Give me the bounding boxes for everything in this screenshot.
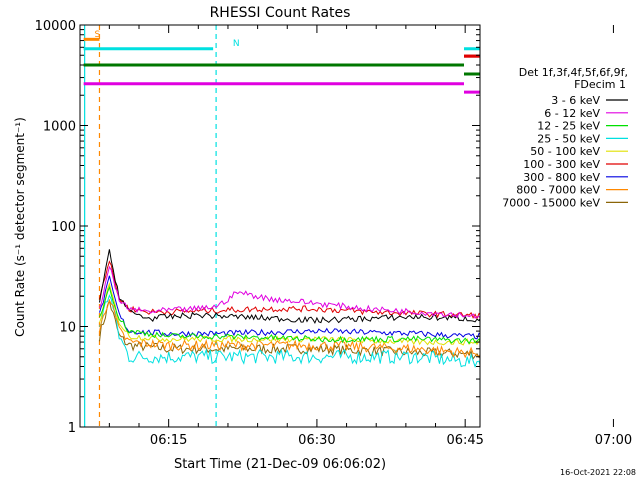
plot-area: SNFRD0RD4A0A1 [83,25,480,427]
plot-clip-group [83,25,480,427]
series-line-2 [99,285,480,345]
legend-label-3: 25 - 50 keV [537,132,600,145]
y-tick-label-1: 10 [59,321,76,336]
series-line-1 [99,265,480,319]
legend-header-1: FDecim 1 [574,78,626,91]
y-tick-label-3: 1000 [43,120,76,135]
series-line-7 [99,298,480,359]
footer-timestamp: 16-Oct-2021 22:08 [560,468,636,477]
legend-label-6: 300 - 800 keV [523,171,600,184]
y-axis-label: Count Rate (s⁻¹ detector segment⁻¹) [13,117,27,337]
legend-label-0: 3 - 6 keV [551,94,600,107]
legend-label-5: 100 - 300 keV [523,158,600,171]
legend-label-4: 50 - 100 keV [530,145,600,158]
plot-frame [79,24,481,428]
flag-label-1: N [233,39,240,49]
x-tick-label-2: 06:45 [446,433,483,448]
legend: Det 1f,3f,4f,5f,6f,9f,FDecim 1 3 - 6 keV6… [502,66,628,209]
x-axis-label: Start Time (21-Dec-09 06:06:02) [174,457,386,472]
legend-label-8: 7000 - 15000 keV [502,196,600,209]
legend-label-7: 800 - 7000 keV [516,184,600,197]
x-tick-label-0: 06:15 [150,433,187,448]
series-line-0 [99,249,480,325]
x-tick-label-1: 06:30 [298,433,335,448]
series-line-8 [99,298,480,360]
legend-label-2: 12 - 25 keV [537,120,600,133]
axes: 06:1506:3006:4507:0007:1507:3007:4511010… [35,19,633,448]
series-line-3 [99,294,480,369]
series-line-6 [99,275,480,340]
series-line-5 [99,260,480,320]
legend-label-1: 6 - 12 keV [544,107,600,120]
legend-header-0: Det 1f,3f,4f,5f,6f,9f, [519,66,628,79]
y-tick-label-0: 1 [68,421,76,436]
chart-title: RHESSI Count Rates [210,5,351,21]
x-tick-label-3: 07:00 [595,433,632,448]
series-line-4 [99,282,480,346]
y-tick-label-2: 100 [51,220,76,235]
flag-label-0: S [95,30,101,40]
y-tick-label-4: 10000 [35,19,76,34]
